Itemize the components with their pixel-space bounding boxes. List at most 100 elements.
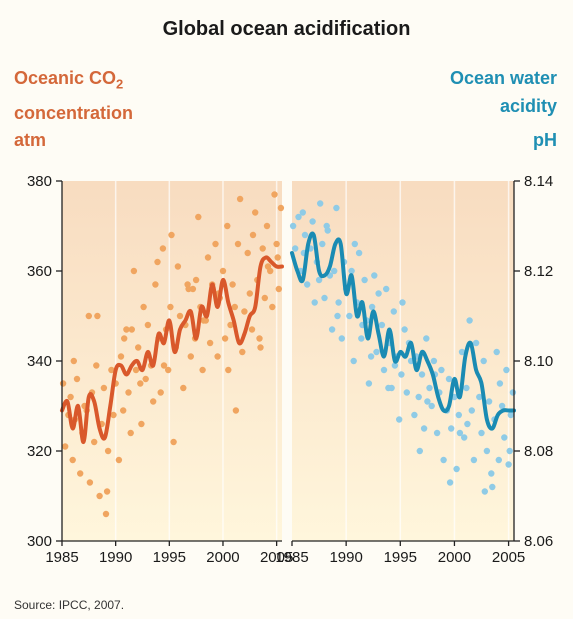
ph-x-tick-label: 1985 xyxy=(275,549,308,566)
co2-data-point xyxy=(130,267,138,275)
co2-data-point xyxy=(93,362,100,369)
ph-data-point xyxy=(453,465,460,473)
ph-data-point xyxy=(373,348,380,356)
ph-data-point xyxy=(455,411,462,419)
ph-data-point xyxy=(317,200,324,207)
co2-data-point xyxy=(142,375,149,383)
ph-data-point xyxy=(416,447,423,455)
co2-data-point xyxy=(231,303,238,311)
ph-data-point xyxy=(485,398,493,405)
ph-data-point xyxy=(334,312,341,320)
ph-data-point xyxy=(385,384,392,392)
ph-y-tick-label: 8.12 xyxy=(524,263,553,280)
ph-data-point xyxy=(383,285,390,293)
co2-data-point xyxy=(264,263,272,270)
ph-data-point xyxy=(361,276,368,284)
co2-data-point xyxy=(91,438,98,446)
co2-data-point xyxy=(132,366,140,374)
ph-data-point xyxy=(501,434,508,441)
co2-y-tick-label: 320 xyxy=(27,443,52,460)
right-axis-label-line1: Ocean water xyxy=(449,68,557,88)
ph-data-point xyxy=(476,393,483,401)
ph-data-point xyxy=(398,371,405,378)
ph-data-point xyxy=(415,393,422,401)
co2-data-point xyxy=(85,312,93,320)
ph-y-tick-label: 8.14 xyxy=(524,173,553,190)
co2-data-point xyxy=(167,303,174,311)
ph-data-point xyxy=(396,416,403,423)
co2-data-point xyxy=(69,456,76,464)
co2-data-point xyxy=(168,231,175,239)
ph-data-point xyxy=(295,213,302,221)
co2-data-point xyxy=(229,281,236,288)
ph-data-point xyxy=(411,411,418,419)
co2-data-point xyxy=(224,222,231,230)
ph-data-point xyxy=(493,348,500,356)
ph-data-point xyxy=(401,326,408,333)
ph-data-point xyxy=(368,303,376,311)
ph-data-point xyxy=(428,402,435,410)
ph-data-point xyxy=(338,335,345,342)
co2-data-point xyxy=(274,254,281,261)
co2-data-point xyxy=(252,209,259,216)
co2-y-tick-label: 360 xyxy=(27,263,52,280)
co2-data-point xyxy=(234,240,242,248)
ph-data-point xyxy=(463,384,470,392)
co2-data-point xyxy=(263,222,271,230)
co2-data-point xyxy=(261,294,268,302)
ph-data-point xyxy=(367,353,375,360)
co2-data-point xyxy=(100,384,108,392)
ph-data-point xyxy=(424,398,431,405)
co2-data-point xyxy=(246,290,253,297)
ph-trend-line xyxy=(290,231,516,431)
ph-data-point xyxy=(331,267,338,275)
ph-data-point xyxy=(355,249,363,257)
ph-data-point xyxy=(348,267,355,275)
ph-data-point xyxy=(496,380,504,387)
co2-data-point xyxy=(244,249,251,257)
ph-data-point xyxy=(472,339,480,347)
ph-data-point xyxy=(448,425,455,432)
co2-data-point xyxy=(150,398,157,405)
ph-y-tick-label: 8.08 xyxy=(524,443,553,460)
co2-data-point xyxy=(115,456,123,464)
co2-panel-background xyxy=(62,181,282,541)
co2-data-point xyxy=(135,344,142,351)
co2-data-point xyxy=(117,353,125,360)
co2-data-point xyxy=(277,204,285,212)
co2-data-point xyxy=(67,393,74,401)
co2-data-point xyxy=(248,326,256,333)
co2-data-point xyxy=(157,389,164,396)
co2-data-point xyxy=(212,240,219,248)
co2-data-point xyxy=(121,335,128,342)
ph-data-point xyxy=(371,272,378,279)
ph-data-point xyxy=(506,447,513,455)
ph-data-point xyxy=(301,231,309,239)
co2-data-point xyxy=(170,438,177,446)
co2-data-point xyxy=(108,366,115,374)
co2-data-point xyxy=(70,357,78,365)
ph-data-point xyxy=(420,425,428,432)
co2-data-point xyxy=(271,191,278,198)
co2-data-point xyxy=(204,254,212,261)
ph-data-point xyxy=(403,389,410,396)
co2-data-point xyxy=(256,335,263,342)
co2-data-point xyxy=(241,308,248,315)
co2-y-tick-label: 340 xyxy=(27,353,52,370)
co2-data-point xyxy=(110,411,117,419)
co2-data-point xyxy=(195,213,202,221)
ph-data-point xyxy=(399,299,406,306)
ph-data-point xyxy=(483,447,491,455)
co2-data-point xyxy=(232,407,240,414)
ph-data-point xyxy=(378,321,386,329)
co2-x-tick-label: 2005 xyxy=(260,549,293,566)
ph-data-point xyxy=(365,380,373,387)
co2-data-point xyxy=(174,263,182,270)
left-axis-label-line2: concentration xyxy=(14,102,134,123)
co2-data-point xyxy=(86,479,94,486)
ph-data-point xyxy=(335,299,342,306)
ph-data-point xyxy=(430,357,438,365)
co2-trend-line xyxy=(60,255,284,445)
co2-data-point xyxy=(160,362,168,369)
